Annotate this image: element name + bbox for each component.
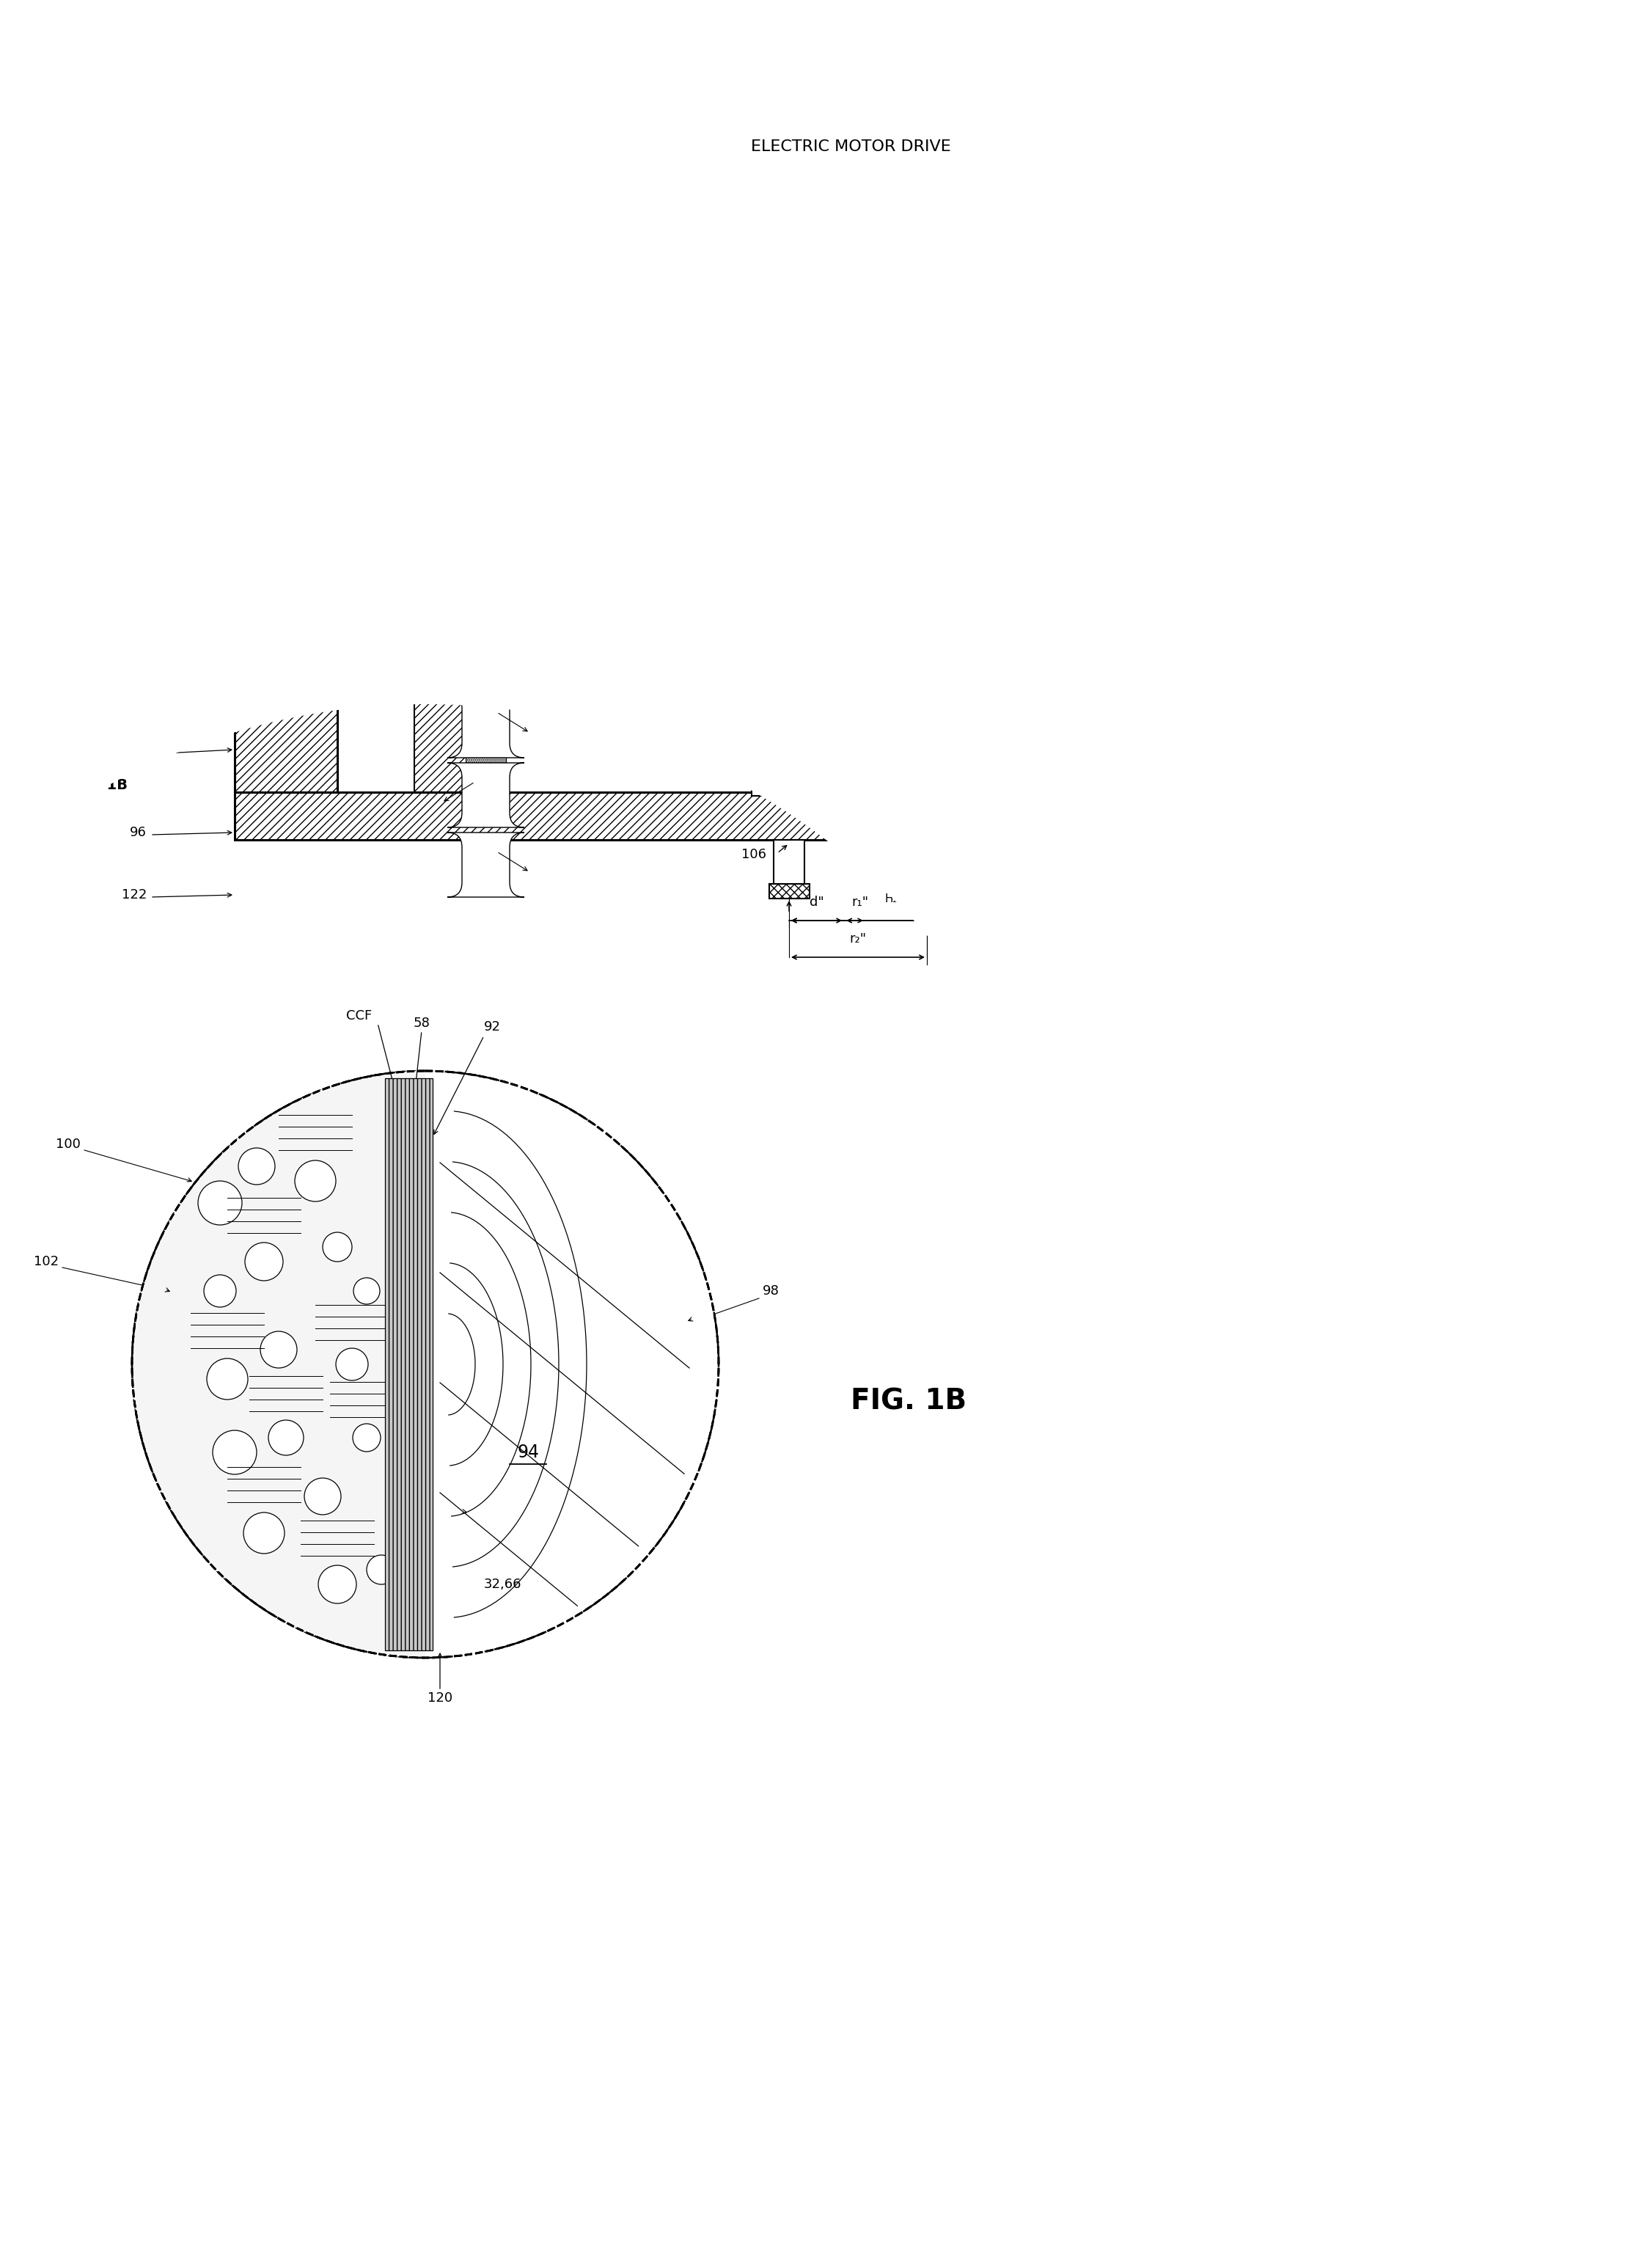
Bar (464, 186, 497, 215)
Text: 108: 108 (122, 408, 147, 422)
Text: 100: 100 (122, 445, 147, 458)
Circle shape (260, 1331, 296, 1368)
Text: 10: 10 (1379, 172, 1398, 186)
Bar (234, 689, 338, 792)
Circle shape (318, 1565, 356, 1603)
FancyBboxPatch shape (448, 274, 524, 342)
Bar (1364, 689, 1466, 792)
Text: FIG. 1B: FIG. 1B (850, 1388, 967, 1415)
Text: 96: 96 (1492, 354, 1509, 365)
Circle shape (245, 1243, 283, 1281)
Bar (415, 689, 506, 792)
Text: FIG. 1A: FIG. 1A (677, 57, 819, 91)
Circle shape (244, 1513, 285, 1554)
Bar (234, 637, 1466, 685)
Text: 94: 94 (474, 658, 497, 676)
FancyBboxPatch shape (1130, 762, 1206, 828)
Text: 92: 92 (130, 719, 147, 733)
Circle shape (352, 1424, 380, 1452)
Text: 4B: 4B (84, 519, 120, 544)
FancyBboxPatch shape (448, 832, 524, 898)
Text: 97: 97 (1492, 381, 1509, 395)
FancyBboxPatch shape (448, 694, 524, 758)
Text: FIG. 1B: FIG. 1B (69, 778, 127, 792)
Text: 98: 98 (763, 1284, 779, 1297)
Text: 112: 112 (842, 792, 873, 807)
Circle shape (132, 1070, 718, 1658)
Text: 104: 104 (328, 172, 352, 186)
Circle shape (354, 1277, 380, 1304)
FancyBboxPatch shape (448, 349, 524, 415)
Circle shape (204, 1275, 236, 1306)
Text: 96: 96 (130, 826, 147, 839)
Circle shape (336, 1347, 369, 1381)
Polygon shape (132, 1070, 425, 1658)
Circle shape (239, 1148, 275, 1184)
Bar (769, 885, 810, 898)
FancyBboxPatch shape (448, 426, 524, 492)
Bar (1148, 689, 1239, 792)
Bar (550, 118, 1151, 177)
Bar (466, 274, 506, 635)
FancyBboxPatch shape (1130, 426, 1206, 492)
FancyBboxPatch shape (448, 499, 524, 565)
Text: 94: 94 (517, 1442, 539, 1461)
Text: FUEL: FUEL (476, 120, 509, 134)
Bar (907, 885, 947, 898)
Text: H₂: H₂ (884, 894, 898, 905)
Text: 4B: 4B (520, 519, 557, 544)
Bar (1148, 274, 1187, 635)
Text: 120: 120 (428, 1692, 453, 1706)
Text: 102: 102 (33, 1254, 59, 1268)
Text: 94: 94 (1156, 658, 1179, 676)
Text: 98: 98 (130, 426, 147, 440)
Circle shape (198, 1182, 242, 1225)
Bar (415, 272, 506, 637)
FancyBboxPatch shape (1130, 349, 1206, 415)
Bar (102, 372, 231, 390)
FancyBboxPatch shape (1130, 274, 1206, 342)
Text: 100: 100 (56, 1139, 81, 1150)
Bar (466, 692, 506, 789)
Bar (781, 318, 935, 637)
Bar (234, 215, 1466, 272)
Text: 122: 122 (194, 172, 221, 186)
Text: 102: 102 (122, 746, 147, 758)
FancyBboxPatch shape (1130, 499, 1206, 565)
Bar (751, 780, 963, 796)
Bar (730, 272, 987, 318)
Bar (96, 367, 114, 397)
Text: MAKE: MAKE (26, 354, 61, 365)
Circle shape (323, 1232, 352, 1261)
Bar (789, 284, 927, 304)
Circle shape (305, 1479, 341, 1515)
Bar (385, 1077, 433, 1651)
Text: 106: 106 (741, 848, 766, 862)
Text: UP GAS: UP GAS (26, 367, 71, 381)
Bar (1148, 272, 1239, 637)
Text: r₂": r₂" (850, 932, 866, 946)
Circle shape (208, 1359, 247, 1399)
Circle shape (268, 1420, 303, 1456)
Text: 32,66: 32,66 (484, 1579, 522, 1590)
Circle shape (367, 1556, 395, 1585)
FancyBboxPatch shape (1130, 694, 1206, 758)
FancyBboxPatch shape (448, 762, 524, 828)
Bar (234, 792, 1466, 839)
Text: ELECTRIC MOTOR DRIVE: ELECTRIC MOTOR DRIVE (751, 138, 950, 154)
Bar (458, 170, 502, 186)
Bar (234, 272, 338, 637)
Text: 116: 116 (586, 127, 611, 141)
Bar (911, 839, 942, 896)
Circle shape (212, 1431, 257, 1474)
Bar (774, 839, 804, 896)
Text: 58: 58 (413, 1016, 430, 1030)
Text: 56: 56 (779, 91, 796, 104)
Circle shape (295, 1161, 336, 1202)
Text: 98: 98 (1492, 408, 1509, 422)
Text: 92: 92 (484, 1021, 501, 1034)
Bar (781, 689, 935, 792)
Text: 114: 114 (985, 848, 1010, 862)
Bar (1148, 692, 1187, 789)
